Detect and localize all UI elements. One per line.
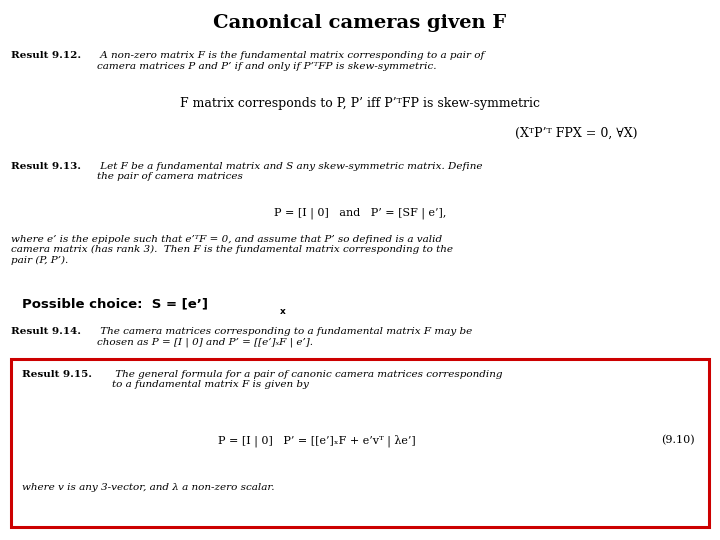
Text: Canonical cameras given F: Canonical cameras given F — [213, 14, 507, 31]
Text: F matrix corresponds to P, P’ iff P’ᵀFP is skew-symmetric: F matrix corresponds to P, P’ iff P’ᵀFP … — [180, 97, 540, 110]
Text: Possible choice:  S = [e’]: Possible choice: S = [e’] — [22, 297, 207, 310]
Text: x: x — [279, 307, 285, 316]
Text: Let F be a fundamental matrix and S any skew-symmetric matrix. Define
the pair o: Let F be a fundamental matrix and S any … — [97, 162, 482, 181]
Text: where v is any 3-vector, and λ a non-zero scalar.: where v is any 3-vector, and λ a non-zer… — [22, 483, 274, 492]
Text: (XᵀP’ᵀ FPX = 0, ∀X): (XᵀP’ᵀ FPX = 0, ∀X) — [515, 127, 637, 140]
Text: where e’ is the epipole such that e’ᵀF = 0, and assume that P’ so defined is a v: where e’ is the epipole such that e’ᵀF =… — [11, 235, 453, 265]
Text: The general formula for a pair of canonic camera matrices corresponding
to a fun: The general formula for a pair of canoni… — [112, 370, 502, 389]
Text: Result 9.12.: Result 9.12. — [11, 51, 81, 60]
Text: A non-zero matrix F is the fundamental matrix corresponding to a pair of
camera : A non-zero matrix F is the fundamental m… — [97, 51, 485, 71]
FancyBboxPatch shape — [11, 359, 709, 526]
Text: Result 9.13.: Result 9.13. — [11, 162, 81, 171]
Text: The camera matrices corresponding to a fundamental matrix F may be
chosen as P =: The camera matrices corresponding to a f… — [97, 327, 472, 347]
Text: (9.10): (9.10) — [661, 435, 695, 445]
Text: P = [I | 0]   P’ = [[e’]ₓF + e’vᵀ | λe’]: P = [I | 0] P’ = [[e’]ₓF + e’vᵀ | λe’] — [218, 435, 415, 447]
Text: Result 9.14.: Result 9.14. — [11, 327, 81, 336]
Text: Result 9.15.: Result 9.15. — [22, 370, 91, 379]
Text: P = [I | 0]   and   P’ = [SF | e’],: P = [I | 0] and P’ = [SF | e’], — [274, 208, 446, 219]
